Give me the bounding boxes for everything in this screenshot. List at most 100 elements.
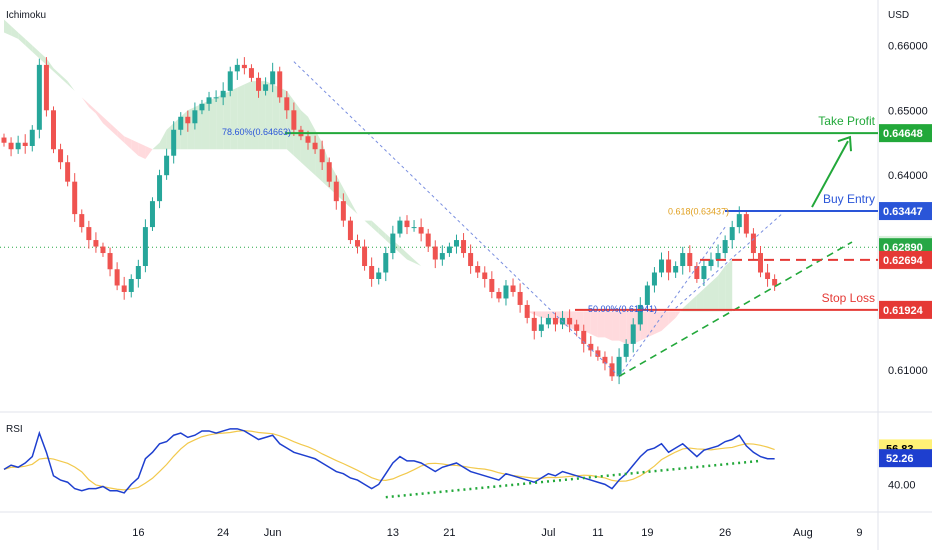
currency-label: USD [888,10,909,21]
ichimoku-cloud-segment [689,295,697,312]
rsi-trend-line [385,459,761,499]
candle-body [524,304,530,318]
stop-loss-price-tag: 0.61924 [883,305,924,317]
ichimoku-cloud-segment [668,311,676,325]
ichimoku-cloud-segment [11,25,19,39]
candle-body [65,162,71,182]
resistance-price-tag-bg [879,250,932,269]
ichimoku-cloud-segment [534,311,542,318]
candle-body [595,350,601,357]
candle-body [241,64,247,69]
candle-body [22,142,28,146]
candle-body [659,259,665,273]
ichimoku-cloud-segment [272,84,280,150]
candle-body [284,97,290,111]
candle-body [432,246,438,260]
ichimoku-cloud-segment [131,139,139,156]
candle-body [666,259,672,273]
buy-entry-label: Buy Entry [823,192,875,206]
candle-body [609,363,615,377]
ichimoku-cloud-segment [711,275,719,312]
candle-body [418,227,424,234]
candle-body [397,220,403,234]
ichimoku-cloud-segment [350,201,358,215]
stop-loss-price-tag-bg [879,300,932,319]
candle-body [722,240,728,254]
candle-body [715,253,721,260]
candle-body [602,356,608,364]
candle-body [326,162,332,182]
ichimoku-cloud-segment [399,246,407,260]
ichimoku-cloud-segment [32,45,40,59]
candle-body [206,97,212,104]
fib-level-label: 50.00%(0.61941) [588,304,657,314]
candle-body [340,201,346,221]
candle-body [743,214,749,234]
time-axis-tick: 21 [443,527,455,539]
candle-body [270,71,276,85]
candle-body [496,291,502,299]
candle-body [439,253,445,260]
candle-body [538,324,544,331]
candle-body [765,272,771,279]
take-profit-price-tag: 0.64648 [883,128,923,140]
candle-body [227,71,233,91]
candle-body [362,246,368,267]
candle-body [333,181,339,202]
candle-body [651,272,657,286]
candle-body [446,246,452,254]
candle-body [425,233,431,247]
ichimoku-cloud-segment [209,97,217,150]
candle-body [192,110,198,124]
take-profit-label: Take Profit [818,114,875,128]
ichimoku-cloud-segment [152,142,160,150]
candle-body [369,266,375,279]
ichimoku-cloud-segment [95,110,103,124]
ichimoku-cloud-segment [88,103,96,114]
fib-level-label: 78.60%(0.64663) [222,127,291,137]
ichimoku-cloud-segment [612,311,620,341]
candle-body [376,272,382,279]
candle-body [637,304,643,325]
ichimoku-cloud-segment [102,116,111,130]
candle-body [510,285,516,292]
candle-body [8,142,14,150]
candle-body [545,317,551,325]
candle-body [291,110,297,130]
candle-body [107,253,113,270]
candle-body [581,330,587,344]
candle-body [673,266,679,273]
ichimoku-cloud-segment [597,311,605,338]
candle-body [86,227,92,241]
ichimoku-cloud-segment [378,227,386,241]
candle-body [475,266,481,273]
candle-body [142,227,148,267]
candle-body [531,317,537,331]
fib-level-label: 0.618(0.63437) [668,207,729,217]
candle-body [171,129,177,156]
projection-arrow-head [837,135,852,152]
ichimoku-cloud-segment [244,81,252,150]
ichimoku-cloud-segment [67,81,75,91]
candle-body [623,343,629,357]
channel-guide-line [618,226,726,377]
time-axis-tick: 16 [132,527,144,539]
candle-body [630,324,636,344]
ichimoku-cloud-segment [230,87,238,150]
ichimoku-cloud-segment [117,129,125,143]
ichimoku-cloud-segment [604,311,613,341]
candle-body [263,84,269,91]
candle-body [347,220,353,241]
candle-body [574,324,580,331]
ichimoku-cloud-segment [703,282,711,312]
candle-body [552,317,558,325]
candle-body [567,317,573,325]
ichimoku-cloud-segment [223,90,231,150]
candle-body [644,285,650,305]
candle-body [503,285,509,299]
ichimoku-cloud-segment [258,81,266,150]
candle-body [248,68,254,78]
candle-body [680,253,686,267]
